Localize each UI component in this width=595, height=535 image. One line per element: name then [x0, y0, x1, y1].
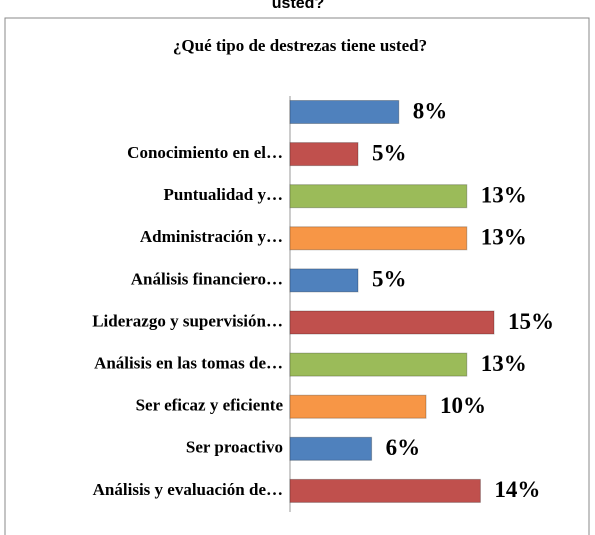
header-text: usted? — [272, 0, 324, 12]
value-label: 5% — [372, 267, 407, 292]
chart-frame — [4, 17, 590, 535]
bar — [289, 352, 468, 377]
bar — [289, 436, 373, 461]
category-label: Ser eficaz y eficiente — [136, 396, 284, 415]
bar — [289, 394, 427, 419]
bar — [289, 478, 481, 503]
category-label: Administración y… — [140, 227, 283, 246]
bar — [289, 226, 468, 251]
value-label: 10% — [440, 393, 486, 418]
category-label: Análisis financiero… — [131, 269, 283, 288]
bar — [289, 142, 359, 167]
value-label: 13% — [481, 225, 527, 250]
category-label: Liderazgo y supervisión… — [92, 311, 283, 330]
value-label: 15% — [508, 309, 554, 334]
value-label: 8% — [413, 98, 448, 123]
bar — [289, 100, 400, 124]
header-bg — [250, 0, 350, 17]
value-label: 5% — [372, 140, 407, 165]
value-label: 6% — [386, 435, 421, 460]
value-label: 14% — [494, 477, 540, 502]
value-label: 13% — [481, 351, 527, 376]
category-label: Análisis en las tomas de… — [94, 354, 283, 373]
category-label: Puntualidad y… — [163, 185, 283, 204]
value-label: 13% — [481, 182, 527, 207]
category-label: Ser proactivo — [186, 438, 283, 457]
chart-title: ¿Qué tipo de destrezas tiene usted? — [173, 36, 427, 55]
category-label: Conocimiento en el… — [127, 143, 283, 162]
bar — [289, 310, 495, 335]
bar — [289, 268, 359, 293]
category-label: Análisis y evaluación de… — [93, 480, 283, 499]
bar — [289, 184, 468, 209]
